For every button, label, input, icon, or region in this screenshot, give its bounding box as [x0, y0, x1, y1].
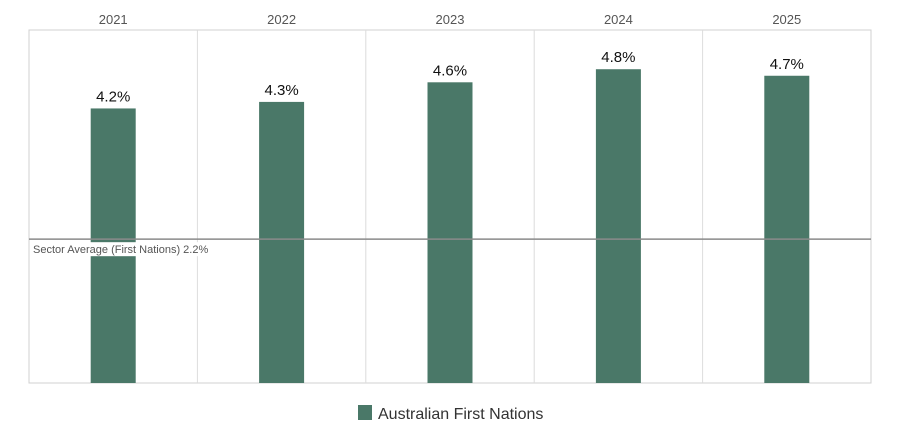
- bar-2024: [595, 69, 641, 383]
- column-separators: [196, 30, 704, 383]
- year-label: 2025: [772, 12, 801, 27]
- year-labels: 2021 2022 2023 2024 2025: [99, 12, 802, 27]
- legend-swatch: [358, 405, 372, 420]
- reference-label-bg: [31, 242, 211, 257]
- data-label: 4.7%: [770, 56, 804, 73]
- year-label: 2023: [436, 12, 465, 27]
- reference-line-label: Sector Average (First Nations) 2.2%: [33, 244, 208, 256]
- year-label: 2021: [99, 12, 128, 27]
- data-label: 4.2%: [96, 88, 130, 105]
- bar-2023: [427, 82, 473, 383]
- year-label: 2024: [604, 12, 633, 27]
- legend: Australian First Nations: [358, 405, 543, 423]
- bar-2025: [764, 75, 810, 383]
- year-label: 2022: [267, 12, 296, 27]
- value-labels: 4.2% 4.3% 4.6% 4.8% 4.7%: [96, 49, 804, 105]
- data-label: 4.8%: [601, 49, 635, 66]
- data-label: 4.3%: [264, 82, 298, 99]
- reference-line-group: Sector Average (First Nations) 2.2%: [29, 238, 871, 257]
- bar-2022: [259, 101, 305, 383]
- legend-label: Australian First Nations: [378, 406, 543, 423]
- bars: [90, 69, 810, 383]
- data-label: 4.6%: [433, 62, 467, 79]
